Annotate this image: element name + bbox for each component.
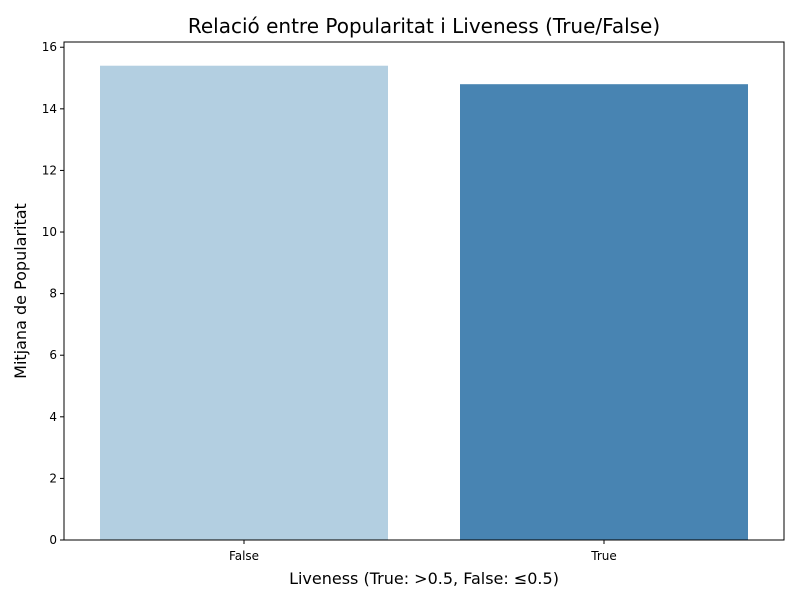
x-tick-label: True bbox=[590, 549, 617, 563]
plot-area: 0 2 4 6 8 10 12 14 16 False True bbox=[42, 40, 785, 563]
bar-false bbox=[100, 65, 388, 540]
y-tick-label: 6 bbox=[49, 348, 57, 362]
plot-frame bbox=[63, 41, 785, 541]
y-tick-label: 14 bbox=[42, 102, 57, 116]
y-tick-label: 2 bbox=[49, 471, 57, 485]
y-tick-label: 0 bbox=[49, 533, 57, 547]
chart-title: Relació entre Popularitat i Liveness (Tr… bbox=[188, 14, 660, 38]
y-axis-label: Mitjana de Popularitat bbox=[11, 203, 30, 379]
x-axis-label: Liveness (True: >0.5, False: ≤0.5) bbox=[289, 569, 559, 588]
y-tick-label: 10 bbox=[42, 225, 57, 239]
bar-true bbox=[460, 84, 748, 541]
y-tick-label: 16 bbox=[42, 40, 57, 54]
y-tick-label: 8 bbox=[49, 287, 57, 301]
y-tick-label: 4 bbox=[49, 410, 57, 424]
x-tick-label: False bbox=[229, 549, 259, 563]
y-tick-label: 12 bbox=[42, 163, 57, 177]
